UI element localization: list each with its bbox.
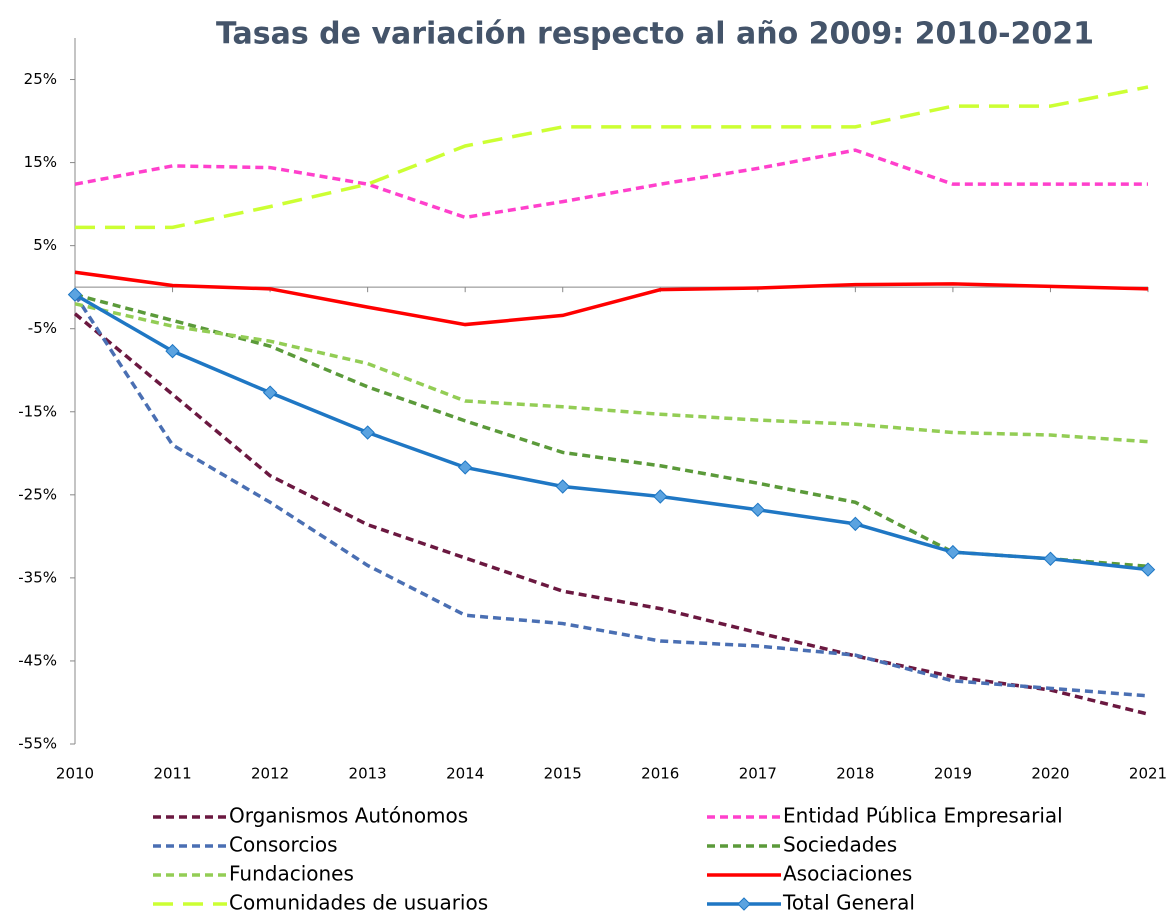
x-tick-label: 2015 [544,765,582,783]
point-marker [1140,562,1156,577]
series-line [73,312,1149,716]
x-tick-label: 2010 [56,765,94,783]
y-tick-label: -55% [18,735,57,753]
series-line [74,292,1149,568]
point-marker [360,425,375,440]
point-marker [555,479,570,494]
series-line [74,148,1148,220]
y-tick-label: -35% [18,568,57,586]
legend-label: Total General [782,891,915,914]
x-tick-label: 2011 [153,765,191,783]
y-tick-label: 25% [24,70,57,88]
x-tick-label: 2016 [641,765,679,783]
point-marker [945,544,961,560]
y-tick-label: -45% [18,651,57,669]
x-tick-label: 2014 [446,765,484,783]
point-marker [750,502,766,517]
legend-label: Comunidades de usuarios [229,891,488,914]
point-marker [1043,551,1058,566]
legend-marker [737,897,751,911]
x-tick-label: 2019 [934,765,972,783]
series-line [74,270,1149,327]
y-tick-label: 5% [33,236,57,254]
x-tick-label: 2013 [349,765,387,783]
legend-label: Asociaciones [783,862,912,886]
series-line [74,293,1149,572]
legend-label: Fundaciones [229,862,354,886]
point-marker [165,343,180,359]
point-marker [457,460,473,475]
y-tick-label: -5% [28,319,57,337]
chart-title: Tasas de variación respecto al año 2009:… [216,17,1094,52]
series-line [74,302,1149,444]
x-tick-label: 2018 [836,765,874,783]
legend-label: Entidad Pública Empresarial [783,804,1063,828]
point-marker [848,516,863,532]
x-tick-label: 2017 [739,765,777,783]
legend-label: Consorcios [229,833,338,857]
x-tick-label: 2020 [1031,765,1069,783]
series-line [73,293,1149,698]
y-tick-label: -15% [18,402,57,420]
point-marker [653,489,668,504]
point-marker [67,287,83,302]
y-tick-label: 15% [24,153,57,171]
point-marker [262,385,278,400]
x-tick-label: 2012 [251,765,289,783]
x-tick-label: 2021 [1129,765,1167,783]
y-tick-label: -25% [18,485,57,503]
series-line [75,85,1149,230]
legend-label: Organismos Autónomos [229,804,468,828]
legend-label: Sociedades [783,833,897,857]
